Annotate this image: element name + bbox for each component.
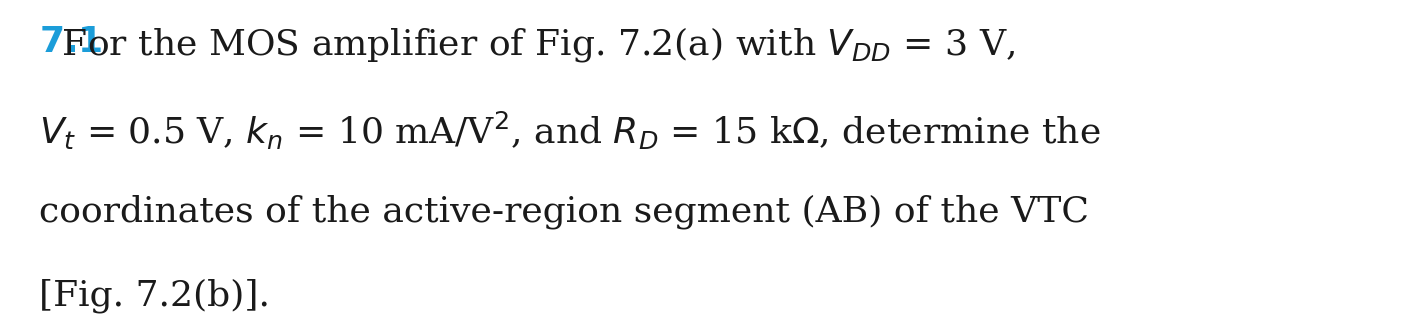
Text: $V_{t}$ = 0.5 V, $k_{n}$ = 10 mA/V$^{2}$, and $R_{D}$ = 15 k$\Omega$, determine : $V_{t}$ = 0.5 V, $k_{n}$ = 10 mA/V$^{2}$… (39, 110, 1101, 152)
Text: [Fig. 7.2(b)].: [Fig. 7.2(b)]. (39, 278, 271, 313)
Text: For the MOS amplifier of Fig. 7.2(a) with $V_{DD}$ = 3 V,: For the MOS amplifier of Fig. 7.2(a) wit… (39, 25, 1016, 65)
Text: coordinates of the active-region segment (AB) of the VTC: coordinates of the active-region segment… (39, 194, 1089, 229)
Text: $\bf{7.1}$: $\bf{7.1}$ (39, 25, 102, 59)
